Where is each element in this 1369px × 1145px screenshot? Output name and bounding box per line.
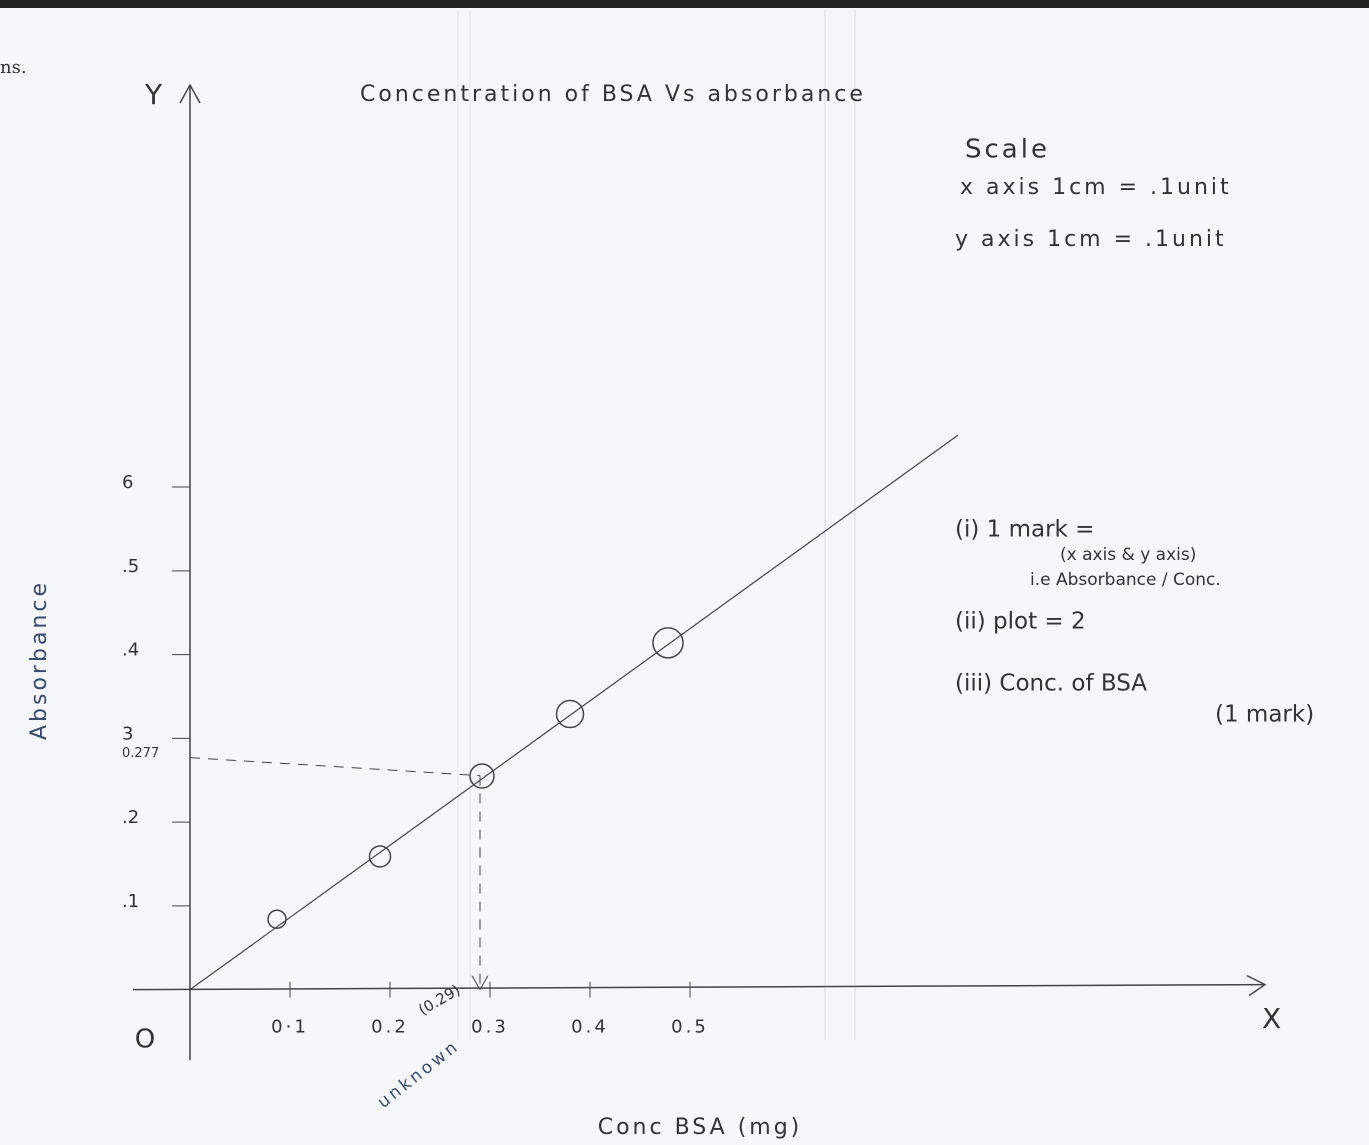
page-fragment: ns. [0,57,27,78]
note: (ii) plot = 2 [955,609,1086,635]
y-tick-label: .2 [122,807,139,828]
x-axis-letter: X [1262,1002,1281,1035]
x-tick-label: 0.2 [371,1017,409,1038]
y-axis-letter: Y [144,78,163,111]
x-tick-label: 0.4 [571,1017,609,1038]
note: (iii) Conc. of BSA [955,671,1147,697]
chart: ns. Concentration of BSA Vs absorbance A… [0,0,1369,1145]
note: (x axis & y axis) [1060,545,1196,565]
origin-label: O [135,1025,155,1055]
chart-title: Concentration of BSA Vs absorbance [360,82,866,107]
scale-heading: Scale [965,135,1050,165]
y-axis-title: Absorbance [27,580,52,740]
note: (i) 1 mark = [955,517,1094,543]
y-tick-label: .5 [122,556,139,577]
x-tick-label: 0.5 [671,1017,709,1038]
y-tick-label: .1 [122,891,139,912]
scale-line: y axis 1cm = .1unit [955,227,1227,252]
scan-edge [0,0,1369,8]
x-axis-title: Conc BSA (mg) [598,1115,803,1140]
scale-line: x axis 1cm = .1unit [960,175,1232,200]
unknown-y-label: 0.277 [122,746,159,761]
y-tick-label: 3 [122,723,133,744]
y-tick-label: .4 [122,640,139,661]
note: i.e Absorbance / Conc. [1030,570,1221,590]
y-tick-label: 6 [122,472,133,493]
note: (1 mark) [1215,702,1314,728]
x-tick-label: 0·1 [271,1017,309,1038]
x-tick-label: 0.3 [471,1017,509,1038]
